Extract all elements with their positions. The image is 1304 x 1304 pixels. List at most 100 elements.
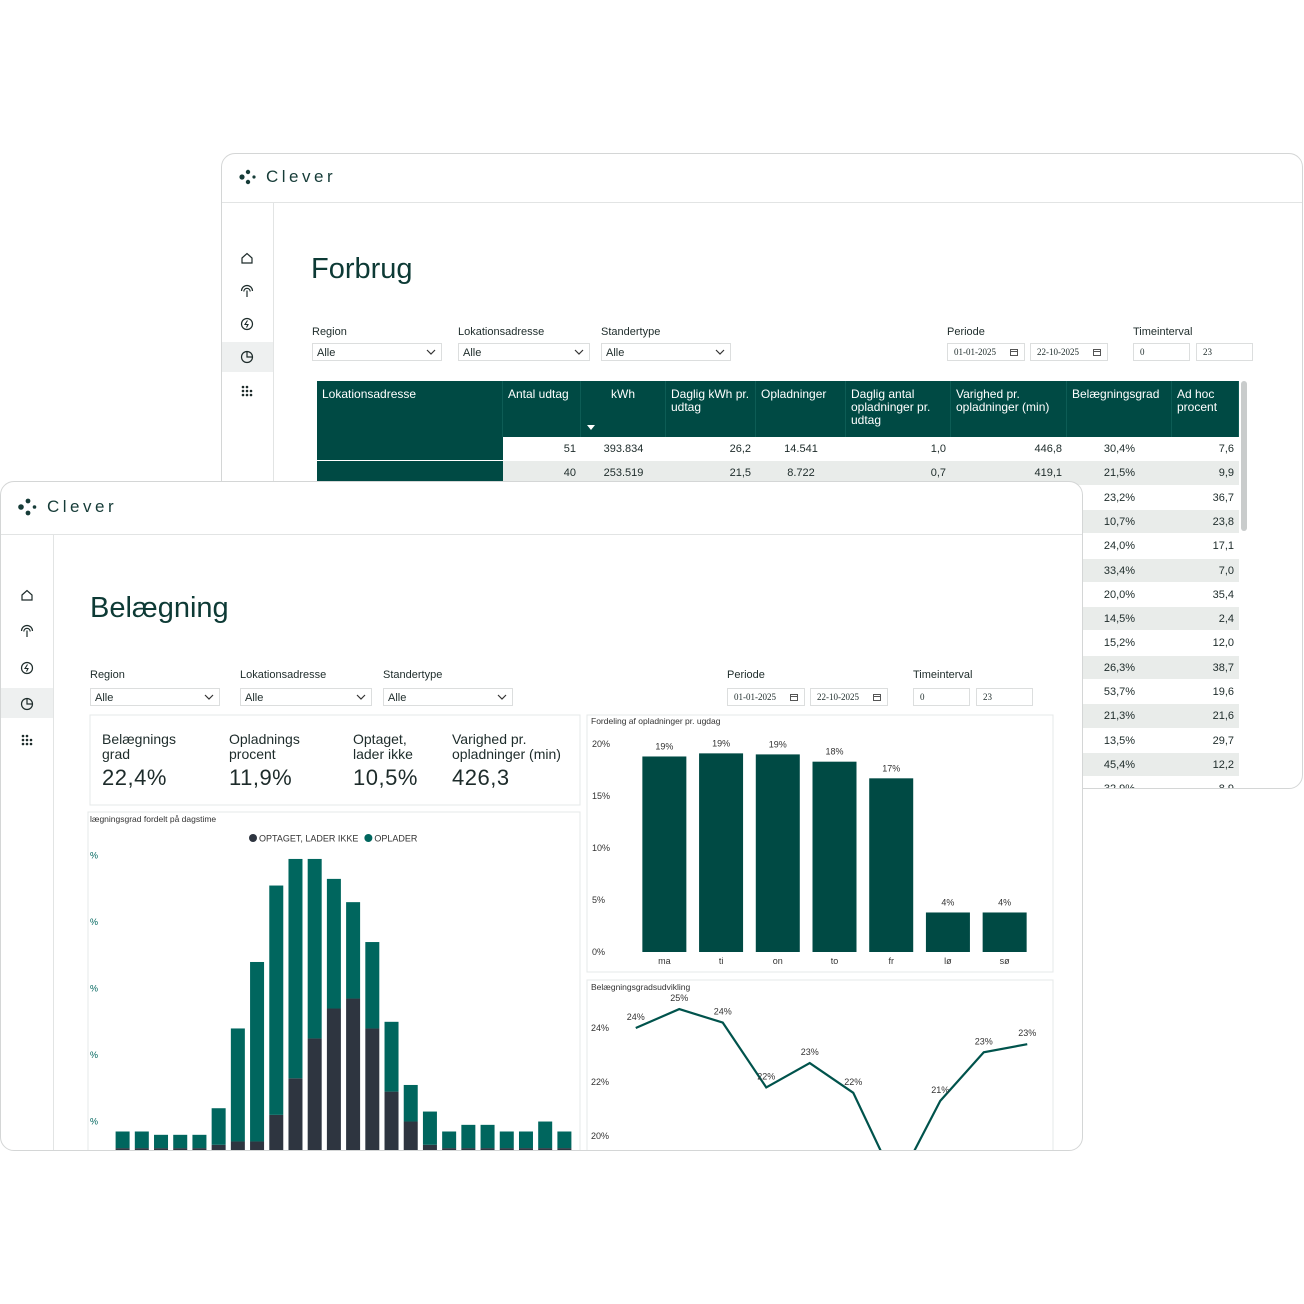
column-header[interactable]: Lokationsadresse — [317, 381, 503, 437]
value-label: 19% — [655, 741, 673, 751]
table-cell: 7,0 — [1218, 564, 1234, 577]
value-label: 18% — [825, 747, 843, 757]
table-cell: 21,3% — [1103, 710, 1136, 723]
date-input[interactable]: 01-01-2025 — [727, 688, 805, 706]
bar-segment — [346, 998, 361, 1150]
chart-title: Belægningsgradsudvikling — [591, 982, 691, 992]
nav-apps[interactable] — [20, 733, 34, 747]
nav-home[interactable] — [20, 588, 34, 602]
bar — [812, 761, 857, 952]
bar-segment — [422, 1144, 437, 1150]
sidebar — [1, 535, 54, 1150]
kpi-label: Opladnings procent — [229, 731, 300, 762]
hour-input[interactable]: 0 — [1133, 343, 1190, 361]
dropdown[interactable]: Alle — [458, 343, 590, 361]
table-cell: 419,1 — [1034, 467, 1062, 480]
hour-input[interactable]: 23 — [976, 688, 1033, 706]
x-tick-label: to — [831, 956, 839, 966]
chart-layer: lægningsgrad fordelt på dagstime%%%%% OPT… — [87, 714, 1054, 1150]
column-header[interactable]: Daglig kWh pr. udtag — [666, 381, 756, 437]
table-row — [317, 437, 1239, 461]
date-input[interactable]: 22-10-2025 — [810, 688, 888, 706]
dropdown[interactable]: Alle — [312, 343, 442, 361]
date-value: 01-01-2025 — [734, 692, 776, 702]
value-label: 23% — [975, 1036, 993, 1046]
filter-label: Periode — [727, 669, 765, 681]
bar-segment — [384, 1091, 399, 1150]
y-tick-label: 24% — [591, 1023, 609, 1033]
value-label: 4% — [941, 897, 954, 907]
nav-home[interactable] — [240, 251, 254, 265]
bar-segment — [346, 902, 361, 999]
page-title: Forbrug — [311, 253, 413, 285]
sort-arrow[interactable] — [587, 425, 595, 430]
line — [635, 1007, 1028, 1150]
bar-segment — [518, 1148, 533, 1150]
dropdown[interactable]: Alle — [240, 688, 372, 706]
column-header[interactable]: Daglig antal opladninger pr. udtag — [846, 381, 951, 437]
y-tick-label: 20% — [592, 739, 610, 749]
nav-analytics[interactable] — [20, 697, 34, 711]
bar-segment — [365, 942, 380, 1029]
bar-segment — [134, 1148, 149, 1150]
bar-segment — [307, 1038, 322, 1150]
x-tick-label: fr — [888, 956, 894, 966]
filter-label: Region — [312, 326, 347, 338]
bar-segment — [422, 1111, 437, 1145]
charts: lægningsgrad fordelt på dagstime%%%%% OPT… — [87, 714, 1054, 1150]
nav-analytics[interactable] — [240, 350, 254, 364]
table-cell: 14.541 — [784, 443, 818, 455]
dropdown-value: Alle — [463, 347, 482, 359]
column-header[interactable]: Opladninger — [756, 381, 846, 437]
y-tick-label: % — [90, 917, 98, 927]
table-cell: 1,0 — [930, 443, 946, 455]
date-input[interactable]: 01-01-2025 — [947, 343, 1025, 361]
column-header[interactable]: Belægningsgrad — [1067, 381, 1172, 437]
value-label: 19% — [769, 739, 787, 749]
column-header[interactable]: Varighed pr. opladninger (min) — [951, 381, 1067, 437]
bar-segment — [403, 1084, 418, 1122]
table-cell: 24,0% — [1103, 540, 1136, 553]
scrollbar[interactable] — [1241, 381, 1247, 531]
bar-segment — [442, 1148, 457, 1150]
hour-input[interactable]: 23 — [1196, 343, 1253, 361]
bar-segment — [442, 1131, 457, 1149]
column-header[interactable]: Antal udtag — [503, 381, 581, 437]
dropdown[interactable]: Alle — [601, 343, 731, 361]
table-cell: 21,6 — [1212, 710, 1234, 723]
nav-signal[interactable] — [240, 284, 254, 298]
nav-apps[interactable] — [240, 384, 254, 398]
dropdown-value: Alle — [245, 692, 264, 704]
hour-input[interactable]: 0 — [913, 688, 970, 706]
filter-label: Periode — [947, 326, 985, 338]
bar-segment — [461, 1124, 476, 1149]
nav-signal[interactable] — [20, 624, 34, 638]
nav-charging[interactable] — [240, 317, 254, 331]
value-label: 19% — [712, 738, 730, 748]
column-header[interactable]: Ad hoc procent — [1172, 381, 1239, 437]
chevron — [426, 349, 436, 355]
y-tick-label: 0% — [592, 947, 605, 957]
nav-charging[interactable] — [20, 661, 34, 675]
column-header[interactable]: kWh — [581, 381, 666, 437]
bar-segment — [326, 878, 341, 1009]
y-tick-label: % — [90, 851, 98, 861]
dropdown-value: Alle — [388, 692, 407, 704]
kpi-label: Varighed pr. opladninger (min) — [452, 731, 561, 762]
filter-label: Lokationsadresse — [240, 669, 327, 681]
dropdown[interactable]: Alle — [90, 688, 220, 706]
dropdown[interactable]: Alle — [383, 688, 513, 706]
filter-label: Lokationsadresse — [458, 326, 545, 338]
date-input[interactable]: 22-10-2025 — [1030, 343, 1108, 361]
chart-title: lægningsgrad fordelt på dagstime — [90, 814, 216, 824]
table-cell: 9,9 — [1218, 467, 1234, 480]
table-cell: 12,2 — [1212, 758, 1234, 771]
y-tick-label: 10% — [592, 843, 610, 853]
window-belaegning: Clever Belægning lægningsgrad fordelt på… — [0, 481, 1083, 1151]
bar-segment — [461, 1148, 476, 1150]
table-cell: 38,7 — [1212, 661, 1234, 674]
x-tick-label: on — [773, 956, 783, 966]
table-cell: 393.834 — [603, 443, 644, 455]
